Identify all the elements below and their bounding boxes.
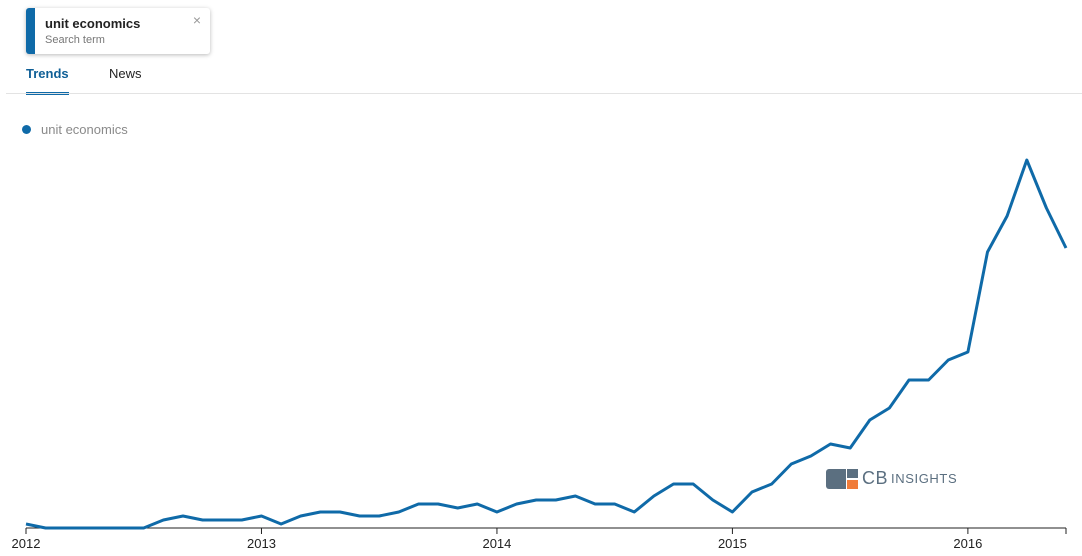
data-point[interactable]: [887, 406, 891, 410]
data-point[interactable]: [1005, 214, 1009, 218]
data-point[interactable]: [181, 514, 185, 518]
tab-trends[interactable]: Trends: [26, 66, 69, 81]
search-term-chip[interactable]: unit economics Search term ×: [26, 8, 210, 54]
search-term-label: unit economics: [45, 16, 141, 31]
data-point[interactable]: [789, 462, 793, 466]
data-point[interactable]: [613, 502, 617, 506]
data-point[interactable]: [927, 378, 931, 382]
data-point[interactable]: [809, 454, 813, 458]
data-point[interactable]: [770, 482, 774, 486]
data-point[interactable]: [358, 514, 362, 518]
data-point[interactable]: [730, 510, 734, 514]
search-term-caption: Search term: [45, 34, 105, 46]
data-point[interactable]: [122, 526, 126, 530]
data-point[interactable]: [377, 514, 381, 518]
data-point[interactable]: [1064, 246, 1068, 250]
data-point[interactable]: [848, 446, 852, 450]
x-tick-label: 2014: [482, 536, 511, 551]
data-point[interactable]: [750, 490, 754, 494]
data-point[interactable]: [63, 526, 67, 530]
data-point[interactable]: [44, 526, 48, 530]
data-point[interactable]: [142, 526, 146, 530]
data-point[interactable]: [436, 502, 440, 506]
x-axis: 2012 2013 2014 2015 2016: [12, 527, 1067, 551]
data-point[interactable]: [83, 526, 87, 530]
close-icon[interactable]: ×: [192, 12, 201, 28]
x-tick-label: 2015: [718, 536, 747, 551]
data-point[interactable]: [475, 502, 479, 506]
data-point[interactable]: [573, 494, 577, 498]
data-point[interactable]: [672, 482, 676, 486]
logo-suffix-text: INSIGHTS: [891, 471, 958, 486]
legend-label: unit economics: [41, 122, 128, 137]
data-point[interactable]: [456, 506, 460, 510]
chip-color-stripe: [26, 8, 35, 54]
data-point[interactable]: [260, 514, 264, 518]
x-tick-label: 2013: [247, 536, 276, 551]
data-point[interactable]: [515, 502, 519, 506]
data-point[interactable]: [299, 514, 303, 518]
data-point[interactable]: [103, 526, 107, 530]
data-point[interactable]: [24, 522, 28, 526]
x-tick-label: 2012: [12, 536, 41, 551]
data-point[interactable]: [907, 378, 911, 382]
data-point[interactable]: [691, 482, 695, 486]
data-point[interactable]: [1044, 206, 1048, 210]
data-point[interactable]: [554, 498, 558, 502]
cb-insights-logo: CB INSIGHTS: [826, 468, 957, 489]
data-point[interactable]: [593, 502, 597, 506]
data-point[interactable]: [652, 494, 656, 498]
data-point[interactable]: [1025, 158, 1029, 162]
series-line-unit-economics: [25, 158, 1068, 530]
data-point[interactable]: [946, 358, 950, 362]
data-point[interactable]: [966, 350, 970, 354]
tab-divider: [6, 93, 1082, 94]
data-point[interactable]: [868, 418, 872, 422]
data-point[interactable]: [201, 518, 205, 522]
data-point[interactable]: [240, 518, 244, 522]
legend-swatch: [22, 125, 31, 134]
data-point[interactable]: [495, 510, 499, 514]
data-point[interactable]: [829, 442, 833, 446]
data-point[interactable]: [161, 518, 165, 522]
data-point[interactable]: [986, 250, 990, 254]
line-layer: [24, 158, 1068, 530]
legend: unit economics: [22, 122, 128, 137]
data-point[interactable]: [534, 498, 538, 502]
data-point[interactable]: [220, 518, 224, 522]
tab-news[interactable]: News: [109, 66, 142, 81]
data-point[interactable]: [397, 510, 401, 514]
data-point[interactable]: [711, 498, 715, 502]
data-point[interactable]: [318, 510, 322, 514]
logo-brand-text: CB: [862, 468, 889, 488]
data-point[interactable]: [338, 510, 342, 514]
x-tick-label: 2016: [953, 536, 982, 551]
cb-logo-mark-icon: [826, 468, 858, 489]
data-point[interactable]: [279, 522, 283, 526]
data-point[interactable]: [632, 510, 636, 514]
data-point[interactable]: [417, 502, 421, 506]
